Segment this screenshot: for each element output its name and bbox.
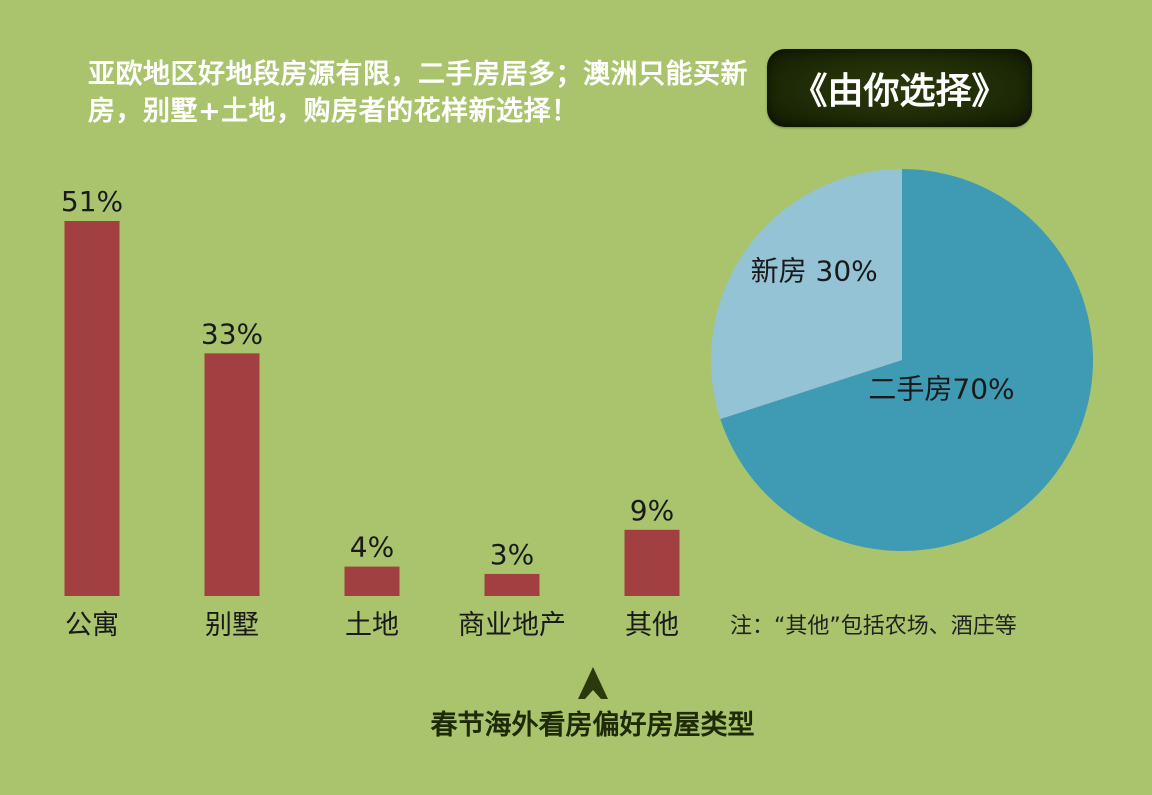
bar-value-label: 51% xyxy=(61,185,123,218)
bar-value-label: 3% xyxy=(490,538,534,571)
headline-text: 亚欧地区好地段房源有限，二手房居多；澳洲只能买新房，别墅+土地，购房者的花样新选… xyxy=(88,59,748,127)
pie-slice-1 xyxy=(711,168,902,420)
bar-3 xyxy=(484,573,540,596)
bar-4 xyxy=(624,529,680,596)
pie-slice-label: 新房 30% xyxy=(751,254,878,287)
pie-slice-0 xyxy=(720,169,1093,551)
up-arrow-notch xyxy=(585,690,601,699)
bar-0 xyxy=(64,221,120,596)
bar-category-label: 商业地产 xyxy=(458,610,566,641)
bar-1 xyxy=(204,353,260,596)
bar-category-label: 公寓 xyxy=(65,610,119,641)
choice-badge: 《由你选择》 xyxy=(767,49,1032,127)
bar-2 xyxy=(344,566,400,596)
bar-value-label: 33% xyxy=(201,317,263,350)
chart-caption: 春节海外看房偏好房屋类型 xyxy=(430,710,755,741)
bar-value-label: 4% xyxy=(350,531,394,564)
pie-slice-label: 二手房70% xyxy=(868,373,1014,406)
bar-category-label: 其他 xyxy=(625,610,679,641)
bar-value-label: 9% xyxy=(630,494,674,527)
footnote: 注：“其他”包括农场、酒庄等 xyxy=(730,614,1017,639)
bar-category-label: 别墅 xyxy=(205,610,259,641)
bar-category-label: 土地 xyxy=(345,610,399,641)
